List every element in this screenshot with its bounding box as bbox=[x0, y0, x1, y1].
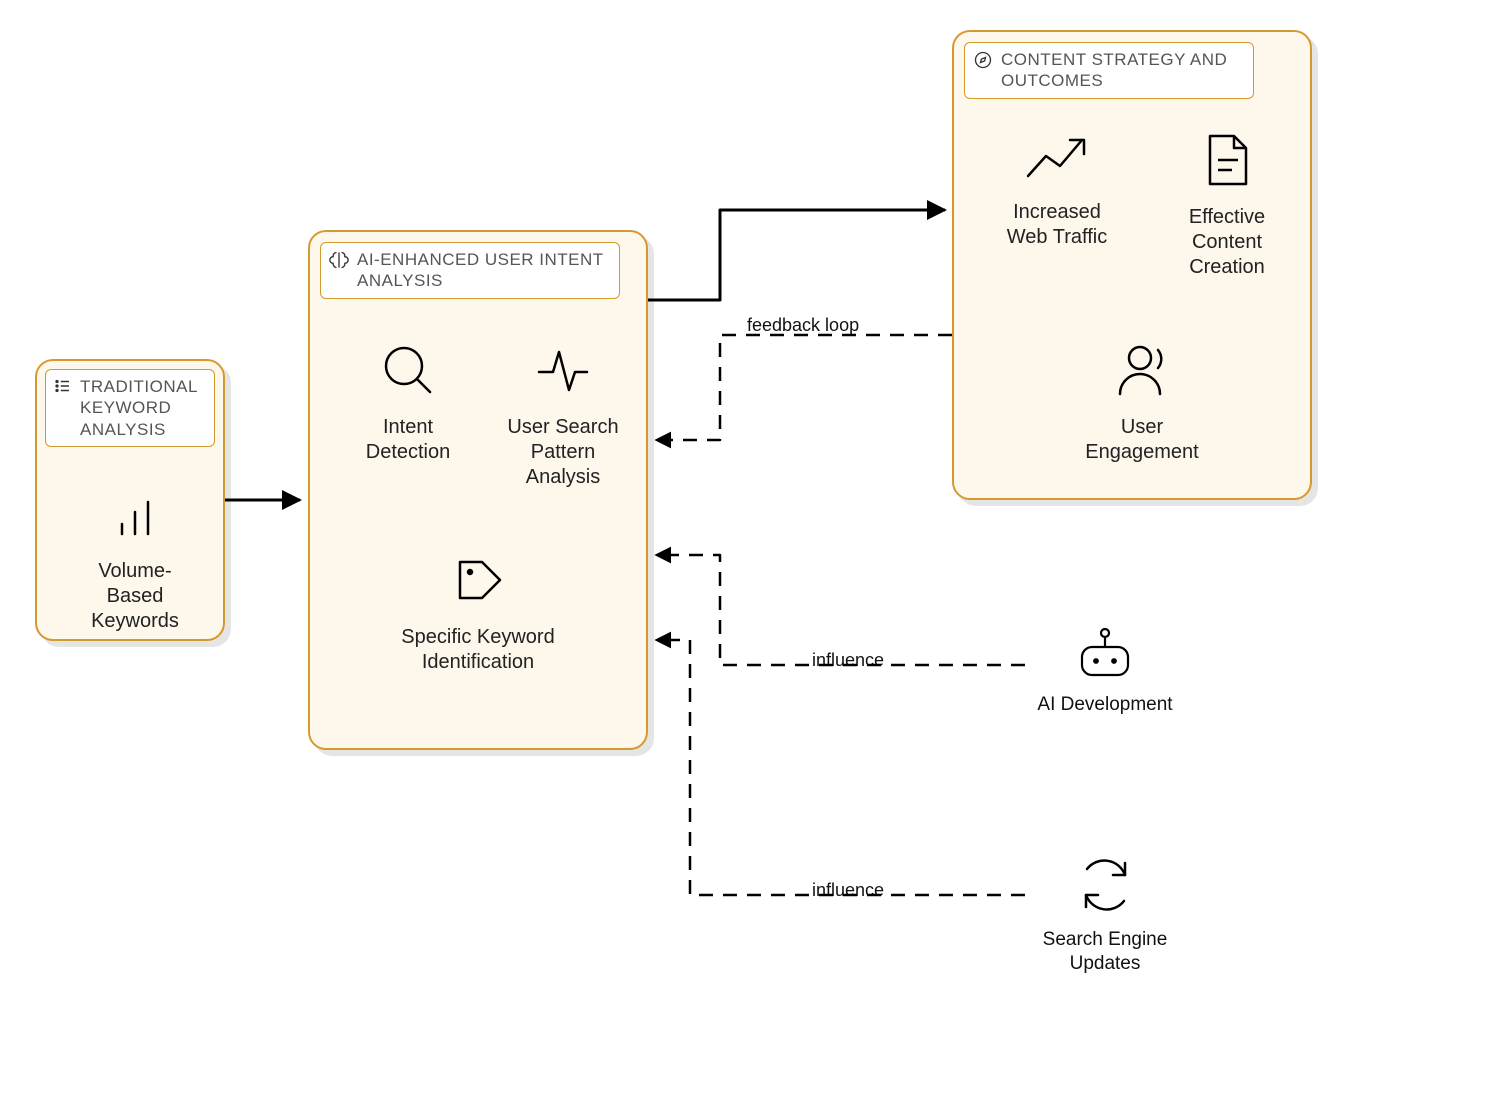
item-intent-detection: Intent Detection bbox=[348, 340, 468, 465]
brain-icon bbox=[329, 250, 349, 275]
panel-outcomes: CONTENT STRATEGY AND OUTCOMES Increased … bbox=[952, 30, 1312, 500]
item-keyword-id: Specific Keyword Identification bbox=[398, 550, 558, 675]
edge-label-influence-1: influence bbox=[810, 650, 886, 671]
edge-label-influence-2: influence bbox=[810, 880, 886, 901]
panel-title-text: AI-ENHANCED USER INTENT ANALYSIS bbox=[357, 249, 609, 292]
user-icon bbox=[1110, 340, 1175, 405]
panel-traditional: TRADITIONAL KEYWORD ANALYSIS Volume-Base… bbox=[35, 359, 225, 641]
node-label: Search Engine Updates bbox=[1035, 928, 1175, 976]
edge-ai-to-outcomes bbox=[648, 210, 945, 300]
edge-label-feedback: feedback loop bbox=[745, 315, 861, 336]
trend-icon bbox=[1022, 130, 1092, 190]
item-label: User Search Pattern Analysis bbox=[498, 415, 628, 490]
compass-icon bbox=[973, 50, 993, 75]
edge-feedback-loop bbox=[656, 335, 952, 440]
panel-title-traditional: TRADITIONAL KEYWORD ANALYSIS bbox=[45, 369, 215, 447]
node-label: AI Development bbox=[1037, 693, 1172, 717]
item-label: User Engagement bbox=[1067, 415, 1217, 465]
robot-icon bbox=[1070, 625, 1140, 685]
panel-title-text: CONTENT STRATEGY AND OUTCOMES bbox=[1001, 49, 1243, 92]
panel-title-outcomes: CONTENT STRATEGY AND OUTCOMES bbox=[964, 42, 1254, 99]
tag-icon bbox=[448, 550, 508, 615]
item-label: Effective Content Creation bbox=[1162, 205, 1292, 280]
item-web-traffic: Increased Web Traffic bbox=[992, 130, 1122, 250]
document-icon bbox=[1200, 130, 1255, 195]
edge-search-updates-influence bbox=[656, 640, 1025, 895]
panel-ai: AI-ENHANCED USER INTENT ANALYSIS Intent … bbox=[308, 230, 648, 750]
bars-icon bbox=[110, 494, 160, 549]
diagram-canvas: TRADITIONAL KEYWORD ANALYSIS Volume-Base… bbox=[0, 0, 1500, 1110]
item-search-pattern: User Search Pattern Analysis bbox=[498, 340, 628, 490]
item-content-creation: Effective Content Creation bbox=[1162, 130, 1292, 280]
item-label: Volume-Based Keywords bbox=[85, 559, 185, 634]
magnifier-icon bbox=[378, 340, 438, 405]
panel-title-ai: AI-ENHANCED USER INTENT ANALYSIS bbox=[320, 242, 620, 299]
item-label: Increased Web Traffic bbox=[992, 200, 1122, 250]
refresh-icon bbox=[1073, 855, 1138, 920]
panel-title-text: TRADITIONAL KEYWORD ANALYSIS bbox=[80, 376, 204, 440]
node-ai-development: AI Development bbox=[1035, 625, 1175, 717]
activity-icon bbox=[533, 340, 593, 405]
edge-ai-dev-influence bbox=[656, 555, 1025, 665]
item-volume-keywords: Volume-Based Keywords bbox=[85, 494, 185, 634]
node-search-updates: Search Engine Updates bbox=[1035, 855, 1175, 976]
item-label: Intent Detection bbox=[348, 415, 468, 465]
item-label: Specific Keyword Identification bbox=[398, 625, 558, 675]
list-icon bbox=[54, 377, 72, 400]
item-engagement: User Engagement bbox=[1067, 340, 1217, 465]
